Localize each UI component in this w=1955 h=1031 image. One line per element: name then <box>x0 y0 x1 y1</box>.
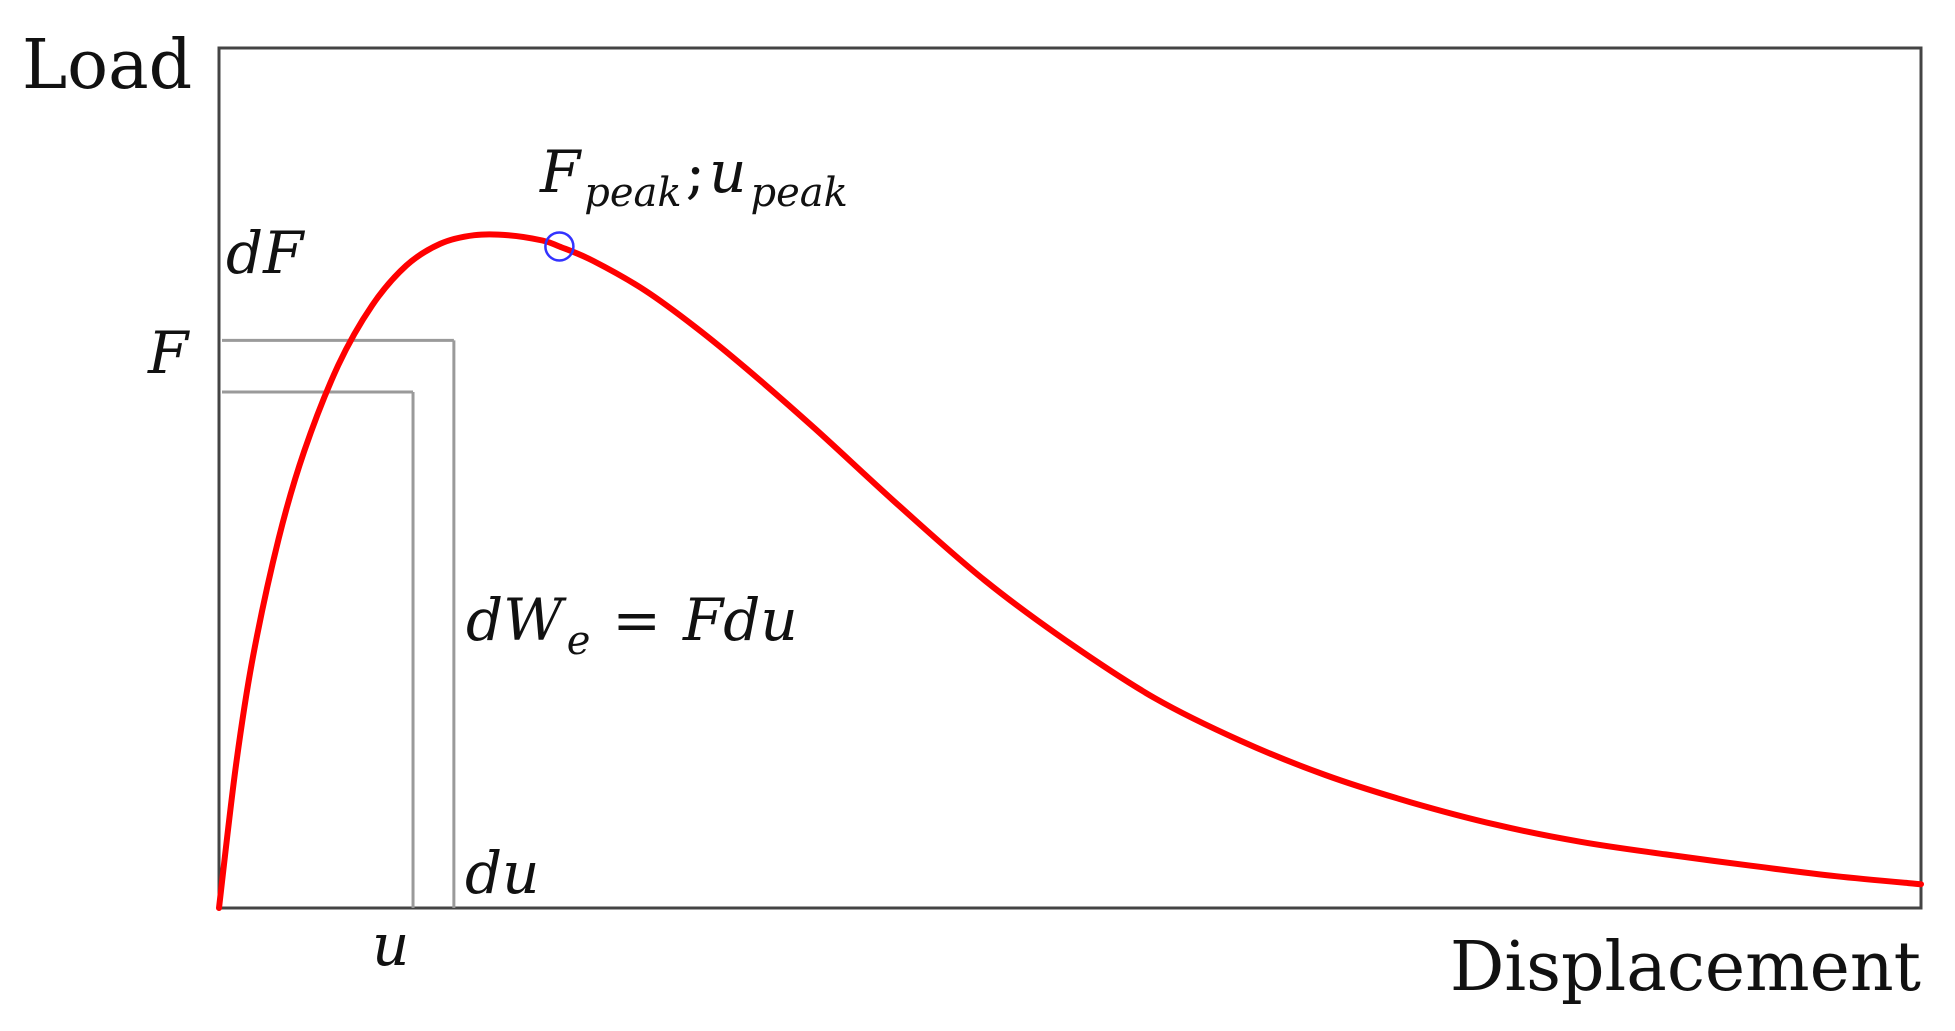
peak-label: F peak ; u peak <box>539 138 848 216</box>
peak-label-sep: ; <box>686 138 706 206</box>
equation-dW: dW <box>466 586 567 654</box>
plot-frame <box>217 46 1923 910</box>
peak-label-sub1: peak <box>584 170 681 216</box>
equation-sub-e: e <box>567 618 591 664</box>
equation-rhs: Fdu <box>682 586 798 654</box>
construction-lines <box>222 338 456 908</box>
y-axis-title: Load <box>22 26 192 105</box>
peak-label-sub2: peak <box>751 170 848 216</box>
peak-point-marker <box>544 231 575 262</box>
label-F: F <box>147 319 190 387</box>
equation-equals: = <box>612 586 661 654</box>
load-displacement-curve <box>216 231 1924 911</box>
peak-label-u: u <box>709 138 746 206</box>
x-axis-title: Displacement <box>1450 928 1921 1007</box>
energy-equation: dW e = Fdu <box>466 586 798 664</box>
label-du: du <box>465 839 539 907</box>
peak-label-F: F <box>539 138 582 206</box>
label-u: u <box>372 911 409 979</box>
label-dF: dF <box>226 219 305 287</box>
